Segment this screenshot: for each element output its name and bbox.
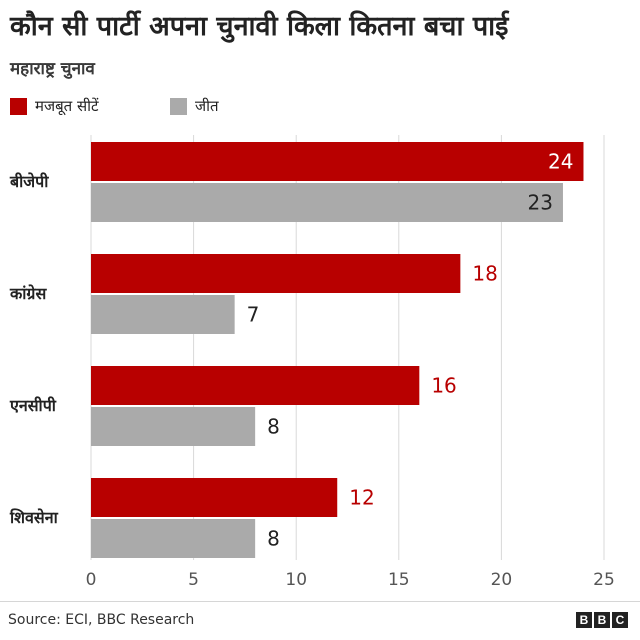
legend-swatch-strong [10, 97, 27, 115]
x-tick-label: 20 [491, 570, 513, 590]
data-label: 18 [472, 262, 497, 286]
chart-subtitle: महाराष्ट्र चुनाव [10, 59, 95, 79]
bar [91, 478, 338, 517]
bar [91, 183, 563, 222]
x-tick-label: 15 [388, 570, 410, 590]
category-label: कांग्रेस [9, 284, 47, 303]
bar [91, 366, 420, 405]
bbc-logo-letter: C [612, 612, 628, 628]
data-label: 8 [267, 527, 280, 551]
chart-title: कौन सी पार्टी अपना चुनावी किला कितना बचा… [10, 11, 509, 42]
bar [91, 142, 584, 181]
legend-label-won: जीत [195, 97, 219, 115]
data-label: 8 [267, 415, 280, 439]
x-tick-label: 25 [593, 570, 615, 590]
footer-divider [0, 601, 640, 602]
data-label: 12 [349, 486, 374, 510]
category-label: एनसीपी [9, 396, 57, 415]
bar [91, 295, 235, 334]
legend-swatch-won [170, 97, 187, 115]
data-label: 23 [528, 191, 553, 215]
legend: मजबूत सीटें जीत [10, 96, 410, 116]
x-tick-label: 5 [188, 570, 199, 590]
bar [91, 407, 256, 446]
x-tick-label: 0 [86, 570, 97, 590]
bar-chart: 0 5 10 15 20 25 बीजेपी 24 23 कांग्रेस 18 7 एनसीपी 16 8… [9, 135, 615, 590]
bbc-logo-letter: B [576, 612, 592, 628]
legend-item-strong: मजबूत सीटें [10, 96, 99, 116]
bbc-logo-letter: B [594, 612, 610, 628]
bar [91, 519, 256, 558]
legend-label-strong: मजबूत सीटें [35, 97, 99, 115]
bar [91, 254, 461, 293]
category-label: बीजेपी [9, 172, 49, 191]
data-label: 24 [548, 150, 573, 174]
bbc-logo: B B C [576, 612, 628, 628]
category-label: शिवसेना [9, 508, 59, 527]
data-label: 7 [247, 303, 260, 327]
data-label: 16 [431, 374, 456, 398]
source-note: Source: ECI, BBC Research [8, 612, 195, 628]
x-tick-label: 10 [285, 570, 307, 590]
legend-item-won: जीत [170, 96, 219, 116]
